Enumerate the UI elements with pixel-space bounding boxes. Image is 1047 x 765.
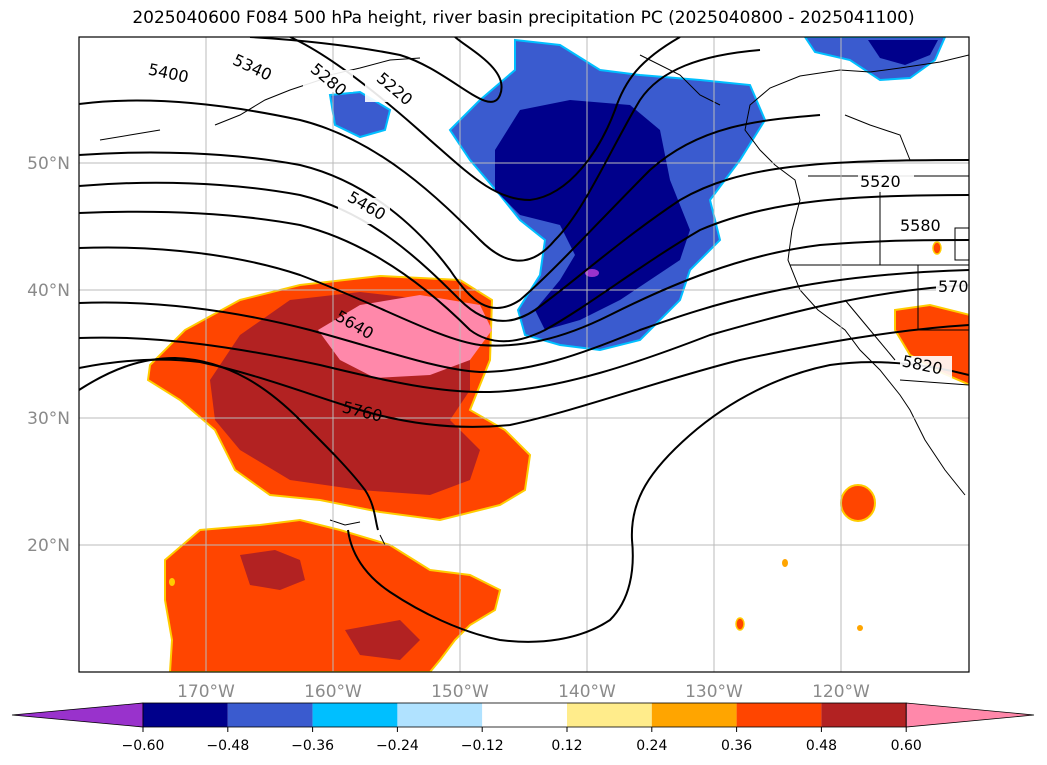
colorbar-tick-label: −0.36 xyxy=(291,738,334,754)
colorbar-segment xyxy=(821,703,907,727)
colorbar-segment xyxy=(482,703,567,727)
colorbar-tick-label: 0.48 xyxy=(806,738,837,754)
colorbar-tick-label: −0.48 xyxy=(206,738,249,754)
lon-label: 150°W xyxy=(431,682,489,702)
gridlines xyxy=(79,37,969,672)
colorbar-tick-label: 0.36 xyxy=(721,738,752,754)
colorbar-segment xyxy=(736,703,822,727)
colorbar-tick-label: −0.12 xyxy=(461,738,504,754)
lon-label: 170°W xyxy=(177,682,235,702)
map-plot-area: 5400 5340 5280 5220 5460 5640 5760 5520 … xyxy=(79,37,969,672)
negative-precip-anomaly xyxy=(328,37,947,352)
colorbar-extend-low xyxy=(11,702,144,728)
lat-label: 30°N xyxy=(27,409,70,429)
colorbar-tick-label: −0.60 xyxy=(122,738,165,754)
lon-label: 160°W xyxy=(304,682,362,702)
lat-label: 40°N xyxy=(27,281,70,301)
colorbar-segment xyxy=(312,703,398,727)
latitude-labels: 50°N 40°N 30°N 20°N xyxy=(27,154,70,556)
contour-label: 5520 xyxy=(860,172,901,191)
colorbar-segment xyxy=(397,703,483,727)
lon-label: 120°W xyxy=(812,682,870,702)
map-title: 2025040600 F084 500 hPa height, river ba… xyxy=(132,8,915,28)
map-frame xyxy=(78,36,970,673)
height-contours xyxy=(79,37,969,643)
colorbar-outline xyxy=(142,702,907,728)
lat-label: 20°N xyxy=(27,536,70,556)
colorbar: −0.60 −0.48 −0.36 −0.24 −0.12 0.12 0.24 0.36 0.4… xyxy=(11,702,1035,754)
colorbar-tick-label: 0.24 xyxy=(636,738,667,754)
contour-label: 570 xyxy=(938,277,969,296)
colorbar-segment xyxy=(567,703,652,727)
longitude-labels: 170°W 160°W 150°W 140°W 130°W 120°W xyxy=(177,682,870,702)
colorbar-segment xyxy=(143,703,228,727)
colorbar-tick-label: −0.24 xyxy=(376,738,419,754)
lon-label: 130°W xyxy=(685,682,743,702)
lon-label: 140°W xyxy=(558,682,616,702)
contour-label-group: 5400 5340 5280 5220 5460 5640 5760 5520 … xyxy=(147,50,969,426)
colorbar-tick-label: 0.60 xyxy=(891,738,922,754)
colorbar-segment xyxy=(227,703,313,727)
colorbar-extend-high xyxy=(905,702,1035,728)
colorbar-tick-label: 0.12 xyxy=(551,738,582,754)
contour-label: 5580 xyxy=(900,216,941,235)
colorbar-segment xyxy=(651,703,737,727)
lat-label: 50°N xyxy=(27,154,70,174)
coastlines xyxy=(99,54,969,546)
